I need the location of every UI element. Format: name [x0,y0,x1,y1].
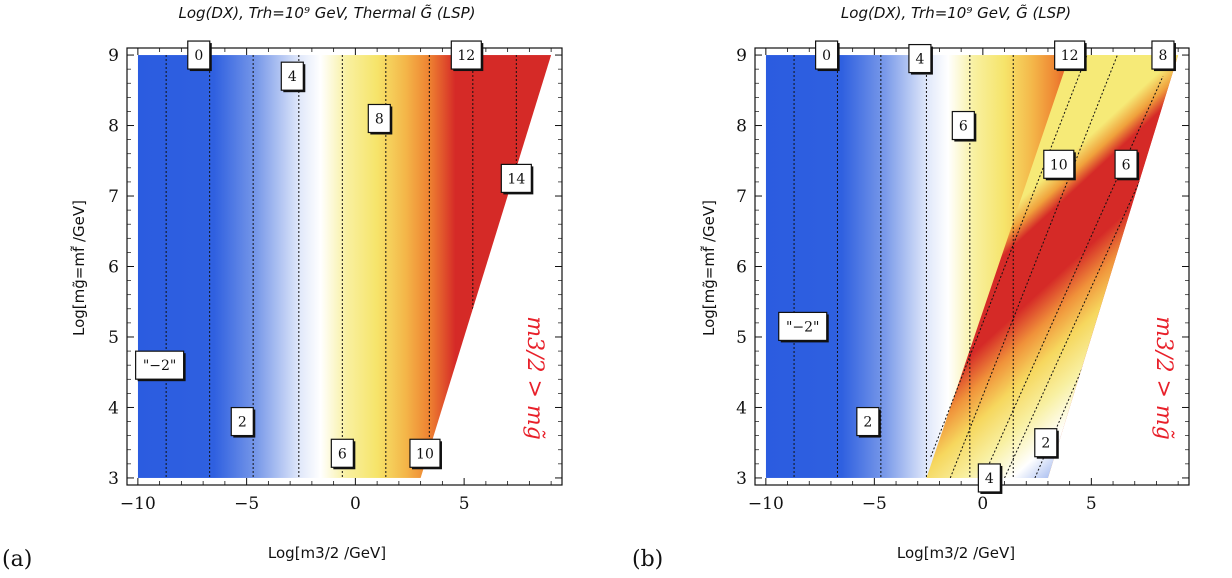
contour-label-text: 4 [288,69,297,85]
contour-label: 2 [230,406,256,438]
contour-label: 12 [450,40,484,72]
contour-label-text: 0 [822,48,831,64]
panel-a-ylabel: Log[mg̃=mf̃ /GeV] [69,200,88,336]
heatmap-field [137,55,552,478]
contour-label-text: 10 [1050,157,1068,173]
x-tick-label: −10 [120,494,156,514]
y-tick-label: 3 [108,469,119,489]
contour-label: 14 [500,163,534,195]
panel-b-ylabel: Log[mg̃=mf̃ /GeV] [699,200,718,336]
x-tick-label: 0 [977,494,988,514]
contour-label-text: 6 [959,119,968,135]
contour-label: 6 [330,438,356,470]
panel-a-constraint-label: m3/2 > mg̃ [522,316,547,440]
contour-label-text: "−2" [143,358,177,374]
y-tick-label: 7 [736,187,747,207]
contour-label: 10 [409,438,442,470]
contour-label-text: 12 [457,48,475,64]
contour-label-text: 0 [194,48,203,64]
contour-label-text: "−2" [786,319,820,335]
y-tick-label: 9 [736,46,747,66]
x-tick-label: −5 [234,494,259,514]
y-tick-label: 9 [108,46,119,66]
contour-label: "−2" [135,350,186,382]
panel-a-title: Log(DX), Trh=10⁹ GeV, Thermal G̃ (LSP) [179,3,476,22]
contour-label: 0 [187,40,212,72]
y-tick-label: 5 [736,328,747,348]
contour-label-text: 10 [416,446,434,462]
y-tick-label: 6 [108,258,119,278]
contour-label: 6 [1114,149,1140,181]
contour-line-6 [1004,153,1153,478]
x-tick-label: 0 [350,494,361,514]
y-tick-label: 7 [108,187,119,207]
contour-label-text: 6 [1122,157,1131,173]
x-tick-label: 5 [459,494,470,514]
panel-b-constraint-label: m3/2 > mg̃ [1151,316,1176,440]
contour-label: 4 [280,61,306,93]
contour-label-text: 8 [1158,48,1167,64]
panel-a-plot: −10 −5 0 5 3 4 5 6 7 8 9 0 4 12 8 14 "−2" 2 6 10 [108,40,563,514]
y-tick-label: 5 [108,328,119,348]
y-tick-label: 4 [108,398,119,418]
contour-label-text: 2 [238,415,247,431]
panel-b-xlabel: Log[m3/2 /GeV] [897,544,1015,562]
contour-label: 12 [1054,40,1087,72]
panel-b-letter: (b) [632,547,663,572]
contour-label-text: 14 [507,171,525,187]
panel-a: Log(DX), Trh=10⁹ GeV, Thermal G̃ (LSP) −… [2,3,563,572]
x-tick-label: −5 [862,494,887,514]
y-tick-label: 3 [736,469,747,489]
contour-label: 4 [977,463,1003,494]
panel-a-letter: (a) [2,547,32,572]
contour-label: 4 [908,43,933,75]
contour-line-8 [982,75,1164,478]
contour-label: 0 [815,40,840,72]
y-tick-label: 6 [736,258,747,278]
x-tick-label: 5 [1086,494,1097,514]
panel-b-plot: −10 −5 0 5 3 4 5 6 7 8 9 0 4 12 8 6 10 6 "−2" 2 2 4 [736,40,1190,514]
contour-label: 2 [1034,428,1059,459]
contour-label-text: 12 [1061,48,1079,64]
contour-label-text: 8 [375,111,384,127]
heatmap-base [137,55,552,478]
panel-b: Log(DX), Trh=10⁹ GeV, G̃ (LSP) −10 −5 0 5 3 4… [632,3,1190,572]
contour-label: 10 [1043,149,1076,181]
panel-a-xlabel: Log[m3/2 /GeV] [268,544,386,562]
contour-label-text: 2 [863,415,872,431]
y-tick-label: 8 [736,117,747,137]
contour-label: "−2" [778,311,829,343]
contour-label-text: 4 [915,52,924,68]
x-tick-label: −10 [748,494,784,514]
contour-label: 2 [856,406,881,438]
contour-label-text: 4 [985,471,994,487]
contour-label: 6 [951,110,977,142]
panel-b-title: Log(DX), Trh=10⁹ GeV, G̃ (LSP) [841,3,1071,22]
y-tick-label: 4 [736,398,747,418]
contour-label-text: 2 [1041,436,1050,452]
contour-label: 8 [367,103,393,135]
contour-label: 8 [1151,40,1176,72]
y-tick-label: 8 [108,117,119,137]
contour-label-text: 6 [338,446,347,462]
